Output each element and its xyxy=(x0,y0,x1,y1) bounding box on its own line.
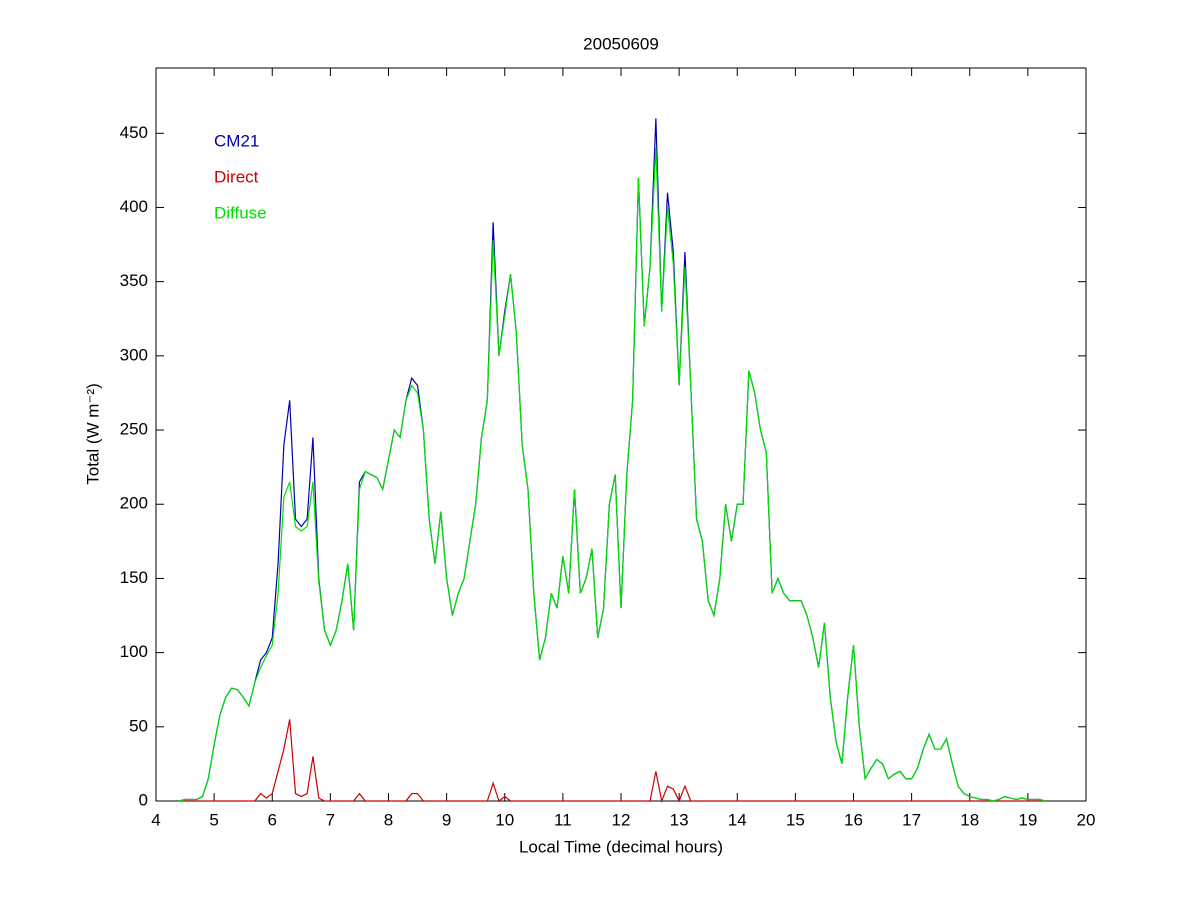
x-tick-label: 18 xyxy=(960,810,979,829)
x-tick-label: 9 xyxy=(442,810,451,829)
y-axis-label: Total (W m⁻²) xyxy=(83,383,102,485)
y-tick-label: 150 xyxy=(120,568,148,587)
y-tick-label: 100 xyxy=(120,642,148,661)
x-tick-label: 4 xyxy=(151,810,160,829)
series-line xyxy=(179,719,1046,804)
series-line xyxy=(179,148,1046,802)
y-tick-label: 200 xyxy=(120,494,148,513)
x-tick-label: 17 xyxy=(902,810,921,829)
y-tick-label: 50 xyxy=(129,716,148,735)
x-tick-label: 16 xyxy=(844,810,863,829)
y-tick-label: 300 xyxy=(120,345,148,364)
legend-entry: CM21 xyxy=(214,131,259,150)
x-tick-label: 14 xyxy=(728,810,747,829)
x-tick-label: 10 xyxy=(495,810,514,829)
x-tick-label: 20 xyxy=(1077,810,1096,829)
legend-entry: Diffuse xyxy=(214,203,267,222)
y-tick-label: 450 xyxy=(120,123,148,142)
y-tick-label: 0 xyxy=(139,790,148,809)
y-tick-label: 350 xyxy=(120,271,148,290)
x-axis-label: Local Time (decimal hours) xyxy=(519,837,723,856)
chart-title: 20050609 xyxy=(583,34,659,53)
legend-entry: Direct xyxy=(214,167,259,186)
y-tick-label: 250 xyxy=(120,420,148,439)
x-tick-label: 6 xyxy=(268,810,277,829)
x-tick-label: 7 xyxy=(326,810,335,829)
x-tick-label: 11 xyxy=(554,810,572,829)
x-tick-label: 19 xyxy=(1018,810,1037,829)
x-tick-label: 8 xyxy=(384,810,393,829)
x-tick-label: 12 xyxy=(612,810,631,829)
x-tick-label: 13 xyxy=(670,810,689,829)
y-tick-label: 400 xyxy=(120,197,148,216)
x-tick-label: 15 xyxy=(786,810,805,829)
x-tick-label: 5 xyxy=(209,810,218,829)
